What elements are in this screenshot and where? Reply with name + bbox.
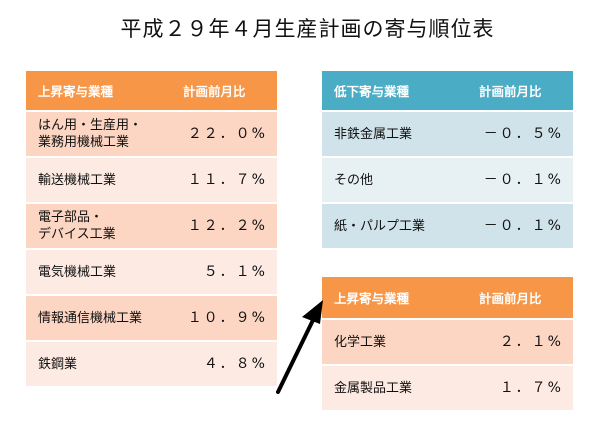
right-bottom-table-header: 上昇寄与業種 計画前月比 xyxy=(322,277,573,320)
row-category: 紙・パルプ工業 xyxy=(322,203,467,250)
row-value: ５．１% xyxy=(171,249,277,296)
row-category: 電子部品・ デバイス工業 xyxy=(26,203,171,250)
table-row: はん用・生産用・ 業務用機械工業 ２２．０% xyxy=(26,111,277,158)
row-category: 輸送機械工業 xyxy=(26,157,171,204)
right-top-header-category: 低下寄与業種 xyxy=(322,71,467,112)
row-value: －０．１% xyxy=(467,203,573,250)
left-header-value: 計画前月比 xyxy=(171,71,277,112)
row-value: －０．５% xyxy=(467,111,573,158)
page-title: 平成２９年４月生産計画の寄与順位表 xyxy=(120,17,495,41)
table-row: 非鉄金属工業 －０．５% xyxy=(322,111,573,158)
right-bottom-header-category: 上昇寄与業種 xyxy=(322,277,467,320)
table-row: 金属製品工業 １．７% xyxy=(322,365,573,412)
row-category: 非鉄金属工業 xyxy=(322,111,467,158)
row-value: －０．１% xyxy=(467,157,573,204)
table-row: 鉄鋼業 ４．８% xyxy=(26,341,277,388)
right-declining-table: 低下寄与業種 計画前月比 非鉄金属工業 －０．５% その他 －０．１% 紙・パル… xyxy=(322,71,573,250)
row-value: ２．１% xyxy=(467,319,573,366)
left-header-category: 上昇寄与業種 xyxy=(26,71,171,112)
right-bottom-header-value: 計画前月比 xyxy=(467,277,573,320)
left-rising-table: 上昇寄与業種 計画前月比 はん用・生産用・ 業務用機械工業 ２２．０% 輸送機械… xyxy=(26,71,277,388)
row-category: 情報通信機械工業 xyxy=(26,295,171,342)
table-row: 情報通信機械工業 １０．９% xyxy=(26,295,277,342)
row-value: ２２．０% xyxy=(171,111,277,158)
row-value: １０．９% xyxy=(171,295,277,342)
row-value: １２．２% xyxy=(171,203,277,250)
table-row: その他 －０．１% xyxy=(322,157,573,204)
row-value: ４．８% xyxy=(171,341,277,388)
right-top-table-header: 低下寄与業種 計画前月比 xyxy=(322,71,573,112)
table-row: 化学工業 ２．１% xyxy=(322,319,573,366)
row-value: １．７% xyxy=(467,365,573,412)
right-rising-table: 上昇寄与業種 計画前月比 化学工業 ２．１% 金属製品工業 １．７% xyxy=(322,277,573,412)
table-row: 電子部品・ デバイス工業 １２．２% xyxy=(26,203,277,250)
row-category: 化学工業 xyxy=(322,319,467,366)
table-row: 輸送機械工業 １１．７% xyxy=(26,157,277,204)
table-row: 紙・パルプ工業 －０．１% xyxy=(322,203,573,250)
row-category: はん用・生産用・ 業務用機械工業 xyxy=(26,111,171,158)
row-value: １１．７% xyxy=(171,157,277,204)
left-table-header: 上昇寄与業種 計画前月比 xyxy=(26,71,277,112)
row-category: その他 xyxy=(322,157,467,204)
row-category: 鉄鋼業 xyxy=(26,341,171,388)
table-row: 電気機械工業 ５．１% xyxy=(26,249,277,296)
right-top-header-value: 計画前月比 xyxy=(467,71,573,112)
row-category: 電気機械工業 xyxy=(26,249,171,296)
row-category: 金属製品工業 xyxy=(322,365,467,412)
